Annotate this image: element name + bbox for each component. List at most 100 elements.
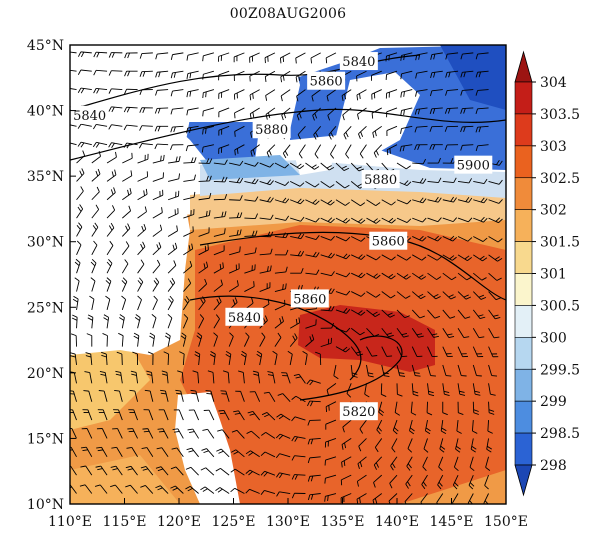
wind-barb bbox=[366, 291, 381, 298]
wind-barb bbox=[240, 350, 247, 366]
wind-barb bbox=[414, 125, 428, 133]
wind-barb bbox=[442, 383, 450, 396]
svg-text:5840: 5840 bbox=[228, 311, 261, 326]
wind-barb bbox=[80, 465, 93, 476]
wind-barb bbox=[314, 144, 322, 159]
wind-barb bbox=[164, 332, 171, 347]
wind-barb bbox=[170, 485, 184, 494]
wind-barb bbox=[259, 196, 274, 203]
wind-barb bbox=[233, 89, 245, 100]
wind-barb bbox=[475, 125, 489, 133]
wind-barb bbox=[90, 258, 97, 274]
wind-barb bbox=[472, 291, 487, 300]
wind-barb bbox=[371, 89, 382, 100]
wind-barb bbox=[350, 327, 365, 336]
wind-barb bbox=[70, 69, 77, 72]
wind-barb bbox=[85, 352, 93, 366]
wind-barb bbox=[250, 144, 260, 157]
wind-barb bbox=[340, 493, 352, 504]
contour-label: 5840 bbox=[70, 105, 109, 124]
wind-barb bbox=[245, 450, 260, 458]
wind-barb bbox=[345, 144, 352, 159]
wind-barb bbox=[473, 178, 488, 185]
wind-barb bbox=[186, 89, 199, 98]
wind-barb bbox=[155, 466, 169, 476]
wind-barb bbox=[190, 389, 200, 402]
wind-barb bbox=[183, 278, 192, 292]
wind-barb bbox=[440, 420, 447, 435]
lon-tick-label: 115°E bbox=[103, 514, 147, 530]
wind-barb bbox=[442, 346, 453, 358]
wind-barb bbox=[76, 204, 84, 219]
wind-barb bbox=[488, 291, 502, 301]
wind-barb bbox=[228, 332, 234, 347]
wind-barb bbox=[486, 438, 493, 453]
colorbar-label: 299.5 bbox=[540, 362, 580, 378]
wind-barb bbox=[320, 162, 335, 171]
lon-tick-label: 145°E bbox=[430, 514, 474, 530]
colorbar-box bbox=[514, 368, 533, 402]
wind-barb bbox=[351, 217, 366, 224]
lat-tick-label: 10°N bbox=[27, 497, 64, 513]
wind-barb bbox=[70, 88, 77, 91]
wind-barb bbox=[326, 382, 337, 396]
wind-barb bbox=[229, 195, 243, 201]
wind-barb bbox=[140, 466, 154, 476]
wind-barb bbox=[124, 70, 138, 77]
wind-barb bbox=[356, 70, 367, 82]
wind-barb bbox=[396, 383, 403, 397]
wind-barb bbox=[182, 314, 189, 329]
lon-tick-label: 150°E bbox=[484, 514, 528, 530]
wind-barb bbox=[330, 144, 337, 159]
wind-barb bbox=[295, 52, 306, 64]
wind-barb bbox=[442, 254, 457, 261]
wind-barb bbox=[93, 87, 108, 94]
wind-barb bbox=[457, 291, 472, 300]
wind-barb bbox=[340, 474, 352, 486]
wind-barb bbox=[213, 211, 227, 219]
wind-barb bbox=[192, 370, 200, 384]
wind-barb bbox=[93, 123, 108, 130]
wind-barb bbox=[427, 254, 442, 261]
wind-barb bbox=[244, 281, 255, 292]
wind-barb bbox=[488, 346, 499, 358]
wind-barb bbox=[156, 447, 169, 458]
wind-barb bbox=[366, 346, 378, 357]
wind-barb bbox=[442, 196, 457, 203]
wind-barb bbox=[93, 51, 108, 58]
wind-barb bbox=[105, 295, 111, 311]
svg-text:5840: 5840 bbox=[73, 109, 106, 124]
wind-barb bbox=[488, 254, 503, 262]
wind-barb bbox=[137, 277, 144, 292]
wind-barb bbox=[442, 309, 456, 319]
wind-barb bbox=[293, 373, 306, 384]
wind-barb bbox=[91, 240, 98, 256]
wind-barb bbox=[429, 144, 443, 150]
wind-barb bbox=[265, 89, 276, 101]
wind-barb bbox=[335, 346, 351, 353]
wind-barb bbox=[407, 438, 413, 453]
wind-barb bbox=[259, 265, 272, 274]
wind-barb bbox=[366, 364, 374, 378]
wind-barb bbox=[274, 332, 282, 347]
wind-barb bbox=[70, 333, 77, 347]
wind-barb bbox=[471, 420, 478, 434]
wind-barb bbox=[475, 89, 489, 96]
wind-barb bbox=[168, 156, 181, 164]
wind-barb bbox=[213, 314, 220, 329]
wind-barb bbox=[412, 197, 427, 204]
wind-barb bbox=[209, 351, 216, 366]
wind-barb bbox=[373, 456, 383, 470]
wind-barb bbox=[291, 436, 306, 442]
wind-barb bbox=[101, 351, 108, 366]
wind-barb bbox=[152, 259, 161, 274]
wind-barb bbox=[230, 449, 245, 458]
wind-barb bbox=[412, 235, 427, 242]
wind-barb bbox=[335, 199, 350, 206]
wind-barb bbox=[86, 333, 93, 347]
wind-barb bbox=[134, 314, 141, 329]
wind-barb bbox=[96, 446, 108, 458]
wind-barb bbox=[460, 89, 474, 96]
wind-barb bbox=[263, 391, 276, 402]
wind-barb bbox=[200, 486, 215, 494]
